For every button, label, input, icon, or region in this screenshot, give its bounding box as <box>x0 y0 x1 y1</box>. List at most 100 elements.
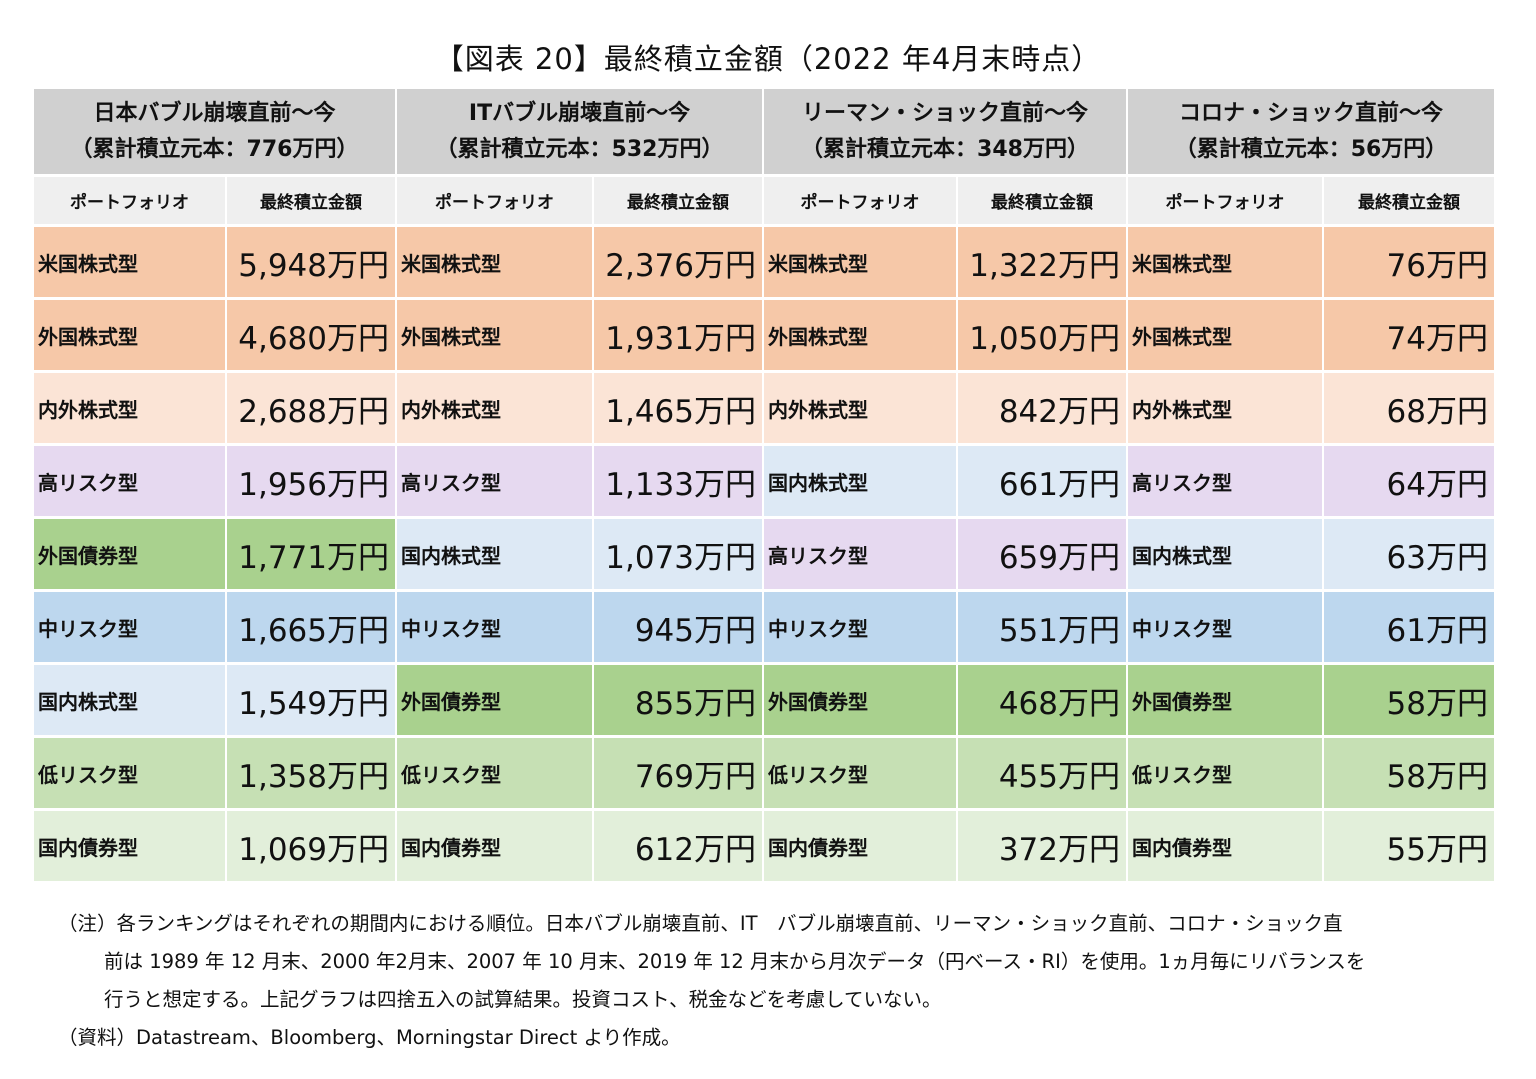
amount-cell: 55万円 <box>1324 811 1494 884</box>
amount-cell: 1,322万円 <box>958 227 1128 300</box>
page-title: 【図表 20】最終積立金額（2022 年4月末時点） <box>434 42 1102 76</box>
portfolio-name-cell: 国内債券型 <box>397 811 594 884</box>
amount-cell: 64万円 <box>1324 446 1494 519</box>
source-note: （資料）Datastream、Bloomberg、Morningstar Dir… <box>58 1026 681 1049</box>
portfolio-name-cell: 高リスク型 <box>764 519 958 592</box>
portfolio-name-cell: 国内株式型 <box>1128 519 1324 592</box>
amount-cell: 1,956万円 <box>227 446 397 519</box>
amount-cell: 855万円 <box>594 665 764 738</box>
amount-cell: 1,050万円 <box>958 300 1128 373</box>
amount-cell: 1,069万円 <box>227 811 397 884</box>
note-line: 行うと想定する。上記グラフは四捨五入の試算結果。投資コスト、税金などを考慮してい… <box>104 988 942 1011</box>
amount-cell: 4,680万円 <box>227 300 397 373</box>
portfolio-name-cell: 高リスク型 <box>1128 446 1324 519</box>
period-principal: （累計積立元本：56万円） <box>1174 136 1448 162</box>
amount-cell: 2,688万円 <box>227 373 397 446</box>
amount-cell: 74万円 <box>1324 300 1494 373</box>
amount-cell: 372万円 <box>958 811 1128 884</box>
note-line: 前は 1989 年 12 月末、2000 年2月末、2007 年 10 月末、2… <box>104 950 1366 973</box>
amount-cell: 61万円 <box>1324 592 1494 665</box>
portfolio-name-cell: 国内株式型 <box>397 519 594 592</box>
portfolio-name-cell: 国内株式型 <box>34 665 227 738</box>
portfolio-name-cell: 中リスク型 <box>397 592 594 665</box>
portfolio-name-cell: 米国株式型 <box>764 227 958 300</box>
amount-cell: 58万円 <box>1324 738 1494 811</box>
amount-cell: 1,358万円 <box>227 738 397 811</box>
table-row: 外国債券型 1,771万円 国内株式型 1,073万円 高リスク型 659万円 国内株式型 6… <box>34 519 1494 592</box>
column-header-row: ポートフォリオ 最終積立金額 ポートフォリオ 最終積立金額 ポートフォリオ 最終… <box>34 177 1494 227</box>
amount-cell: 468万円 <box>958 665 1128 738</box>
amount-cell: 945万円 <box>594 592 764 665</box>
portfolio-column-header: ポートフォリオ <box>1128 177 1324 227</box>
amount-cell: 1,133万円 <box>594 446 764 519</box>
amount-cell: 1,931万円 <box>594 300 764 373</box>
table-row: 内外株式型 2,688万円 内外株式型 1,465万円 内外株式型 842万円 内外株式型 6… <box>34 373 1494 446</box>
amount-cell: 1,665万円 <box>227 592 397 665</box>
portfolio-name-cell: 外国債券型 <box>34 519 227 592</box>
amount-cell: 1,465万円 <box>594 373 764 446</box>
portfolio-name-cell: 外国債券型 <box>1128 665 1324 738</box>
amount-cell: 455万円 <box>958 738 1128 811</box>
table-row: 高リスク型 1,956万円 高リスク型 1,133万円 国内株式型 661万円 高リスク型 6… <box>34 446 1494 519</box>
amount-column-header: 最終積立金額 <box>594 177 764 227</box>
period-header: 日本バブル崩壊直前～今 （累計積立元本：776万円） <box>34 89 397 177</box>
portfolio-name-cell: 中リスク型 <box>34 592 227 665</box>
table-row: 国内株式型 1,549万円 外国債券型 855万円 外国債券型 468万円 外国債券型 58万… <box>34 665 1494 738</box>
notes: （注）各ランキングはそれぞれの期間内における順位。日本バブル崩壊直前、IT バブ… <box>58 905 1498 1057</box>
amount-cell: 2,376万円 <box>594 227 764 300</box>
portfolio-column-header: ポートフォリオ <box>34 177 227 227</box>
portfolio-name-cell: 低リスク型 <box>1128 738 1324 811</box>
amount-column-header: 最終積立金額 <box>1324 177 1494 227</box>
amount-cell: 1,073万円 <box>594 519 764 592</box>
table-row: 低リスク型 1,358万円 低リスク型 769万円 低リスク型 455万円 低リスク型 58万… <box>34 738 1494 811</box>
portfolio-name-cell: 内外株式型 <box>764 373 958 446</box>
period-name: リーマン・ショック直前～今 <box>801 100 1088 126</box>
table-row: 中リスク型 1,665万円 中リスク型 945万円 中リスク型 551万円 中リスク型 61万… <box>34 592 1494 665</box>
amount-cell: 551万円 <box>958 592 1128 665</box>
portfolio-name-cell: 高リスク型 <box>34 446 227 519</box>
table-row: 米国株式型 5,948万円 米国株式型 2,376万円 米国株式型 1,322万円 米国株式… <box>34 227 1494 300</box>
period-header: コロナ・ショック直前～今 （累計積立元本：56万円） <box>1128 89 1494 177</box>
amount-cell: 661万円 <box>958 446 1128 519</box>
ranking-table: 日本バブル崩壊直前～今 （累計積立元本：776万円） ITバブル崩壊直前～今 （累計… <box>34 89 1494 884</box>
period-principal: （累計積立元本：532万円） <box>435 136 724 162</box>
period-header: リーマン・ショック直前～今 （累計積立元本：348万円） <box>764 89 1128 177</box>
amount-cell: 1,771万円 <box>227 519 397 592</box>
portfolio-name-cell: 内外株式型 <box>34 373 227 446</box>
note-line: （注）各ランキングはそれぞれの期間内における順位。日本バブル崩壊直前、IT バブ… <box>58 912 1343 935</box>
amount-cell: 5,948万円 <box>227 227 397 300</box>
table-row: 外国株式型 4,680万円 外国株式型 1,931万円 外国株式型 1,050万円 外国株式… <box>34 300 1494 373</box>
period-principal: （累計積立元本：348万円） <box>801 136 1089 162</box>
amount-cell: 63万円 <box>1324 519 1494 592</box>
portfolio-name-cell: 中リスク型 <box>1128 592 1324 665</box>
amount-cell: 58万円 <box>1324 665 1494 738</box>
table-row: 国内債券型 1,069万円 国内債券型 612万円 国内債券型 372万円 国内債券型 55万… <box>34 811 1494 884</box>
amount-cell: 769万円 <box>594 738 764 811</box>
portfolio-name-cell: 中リスク型 <box>764 592 958 665</box>
portfolio-name-cell: 国内債券型 <box>764 811 958 884</box>
amount-cell: 1,549万円 <box>227 665 397 738</box>
portfolio-name-cell: 内外株式型 <box>1128 373 1324 446</box>
portfolio-column-header: ポートフォリオ <box>764 177 958 227</box>
period-name: 日本バブル崩壊直前～今 <box>93 100 336 126</box>
portfolio-name-cell: 外国株式型 <box>34 300 227 373</box>
portfolio-name-cell: 国内株式型 <box>764 446 958 519</box>
portfolio-name-cell: 米国株式型 <box>1128 227 1324 300</box>
amount-cell: 76万円 <box>1324 227 1494 300</box>
portfolio-name-cell: 外国債券型 <box>764 665 958 738</box>
portfolio-column-header: ポートフォリオ <box>397 177 594 227</box>
period-name: ITバブル崩壊直前～今 <box>468 100 691 126</box>
period-header: ITバブル崩壊直前～今 （累計積立元本：532万円） <box>397 89 764 177</box>
amount-cell: 659万円 <box>958 519 1128 592</box>
portfolio-name-cell: 低リスク型 <box>397 738 594 811</box>
period-name: コロナ・ショック直前～今 <box>1178 100 1443 126</box>
portfolio-name-cell: 外国株式型 <box>397 300 594 373</box>
amount-column-header: 最終積立金額 <box>958 177 1128 227</box>
amount-cell: 68万円 <box>1324 373 1494 446</box>
table-body: 米国株式型 5,948万円 米国株式型 2,376万円 米国株式型 1,322万円 米国株式… <box>34 227 1494 884</box>
amount-cell: 612万円 <box>594 811 764 884</box>
period-header-row: 日本バブル崩壊直前～今 （累計積立元本：776万円） ITバブル崩壊直前～今 （累計… <box>34 89 1494 177</box>
amount-cell: 842万円 <box>958 373 1128 446</box>
portfolio-name-cell: 高リスク型 <box>397 446 594 519</box>
amount-column-header: 最終積立金額 <box>227 177 397 227</box>
